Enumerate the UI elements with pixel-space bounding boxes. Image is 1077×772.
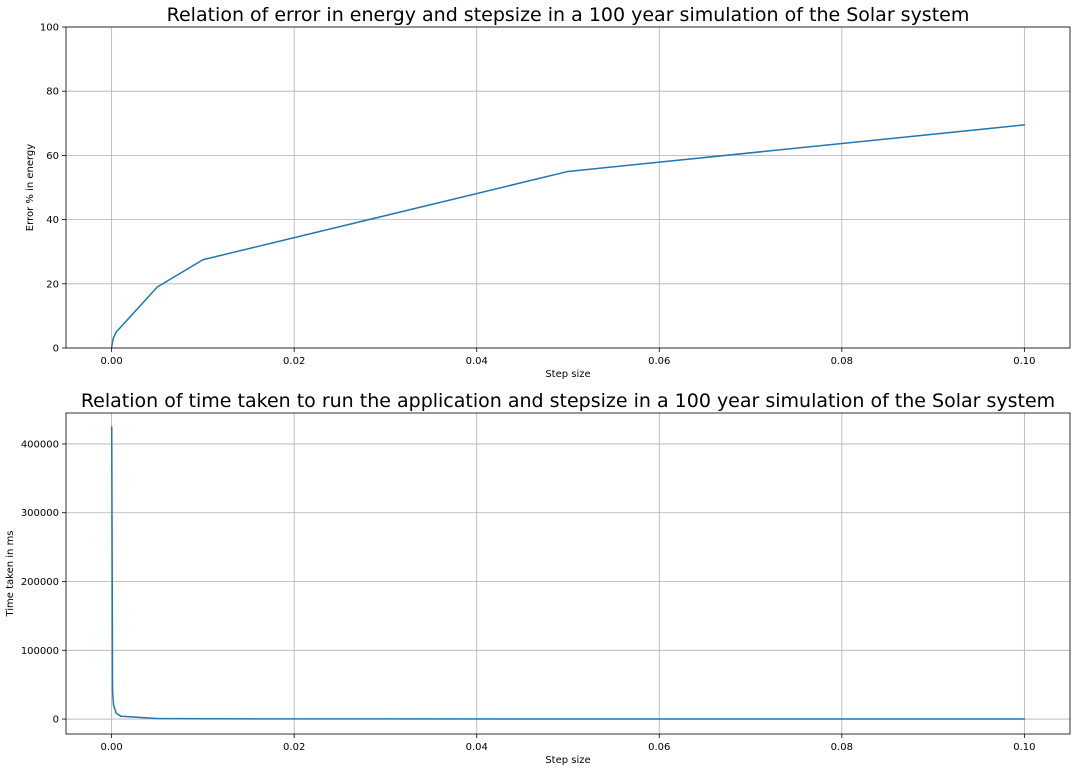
y-axis-label: Error % in energy [25,144,36,231]
y-tick-label: 200000 [21,577,59,588]
y-tick-label: 60 [46,151,59,162]
x-tick-label: 0.08 [831,742,853,753]
x-tick-label: 0.04 [466,742,488,753]
y-axis-label: Time taken in ms [5,530,16,617]
x-tick-label: 0.00 [101,356,123,367]
x-tick-label: 0.06 [648,742,670,753]
y-tick-label: 100 [40,23,59,34]
x-tick-label: 0.02 [283,356,305,367]
x-tick-label: 0.00 [101,742,123,753]
series-line [110,426,1026,720]
chart-time-vs-stepsize: 0.00 0.02 0.04 0.06 0.08 0.10 0 100000 200000 300… [5,390,1071,766]
x-axis-label: Step size [545,755,590,766]
y-tick-label: 0 [53,715,59,726]
plot-frame [65,26,1071,349]
y-tick-label: 0 [53,344,59,355]
y-tick-label: 20 [46,279,59,290]
x-axis-label: Step size [545,369,590,380]
chart-title: Relation of error in energy and stepsize… [167,4,970,26]
series-line [110,124,1026,348]
y-tick-label: 80 [46,87,59,98]
y-tick-label: 40 [46,215,59,226]
y-tick-label: 300000 [21,508,59,519]
x-tick-label: 0.04 [466,356,488,367]
y-tick-label: 400000 [21,439,59,450]
x-tick-label: 0.06 [648,356,670,367]
x-tick-label: 0.08 [831,356,853,367]
chart-title: Relation of time taken to run the applic… [81,390,1055,412]
chart-error-vs-stepsize: 0.00 0.02 0.04 0.06 0.08 0.10 0 20 40 60 80 100 Rela… [25,4,1071,380]
plot-frame [65,412,1071,735]
x-tick-label: 0.02 [283,742,305,753]
y-tick-label: 100000 [21,646,59,657]
x-tick-label: 0.10 [1013,742,1035,753]
x-tick-label: 0.10 [1013,356,1035,367]
